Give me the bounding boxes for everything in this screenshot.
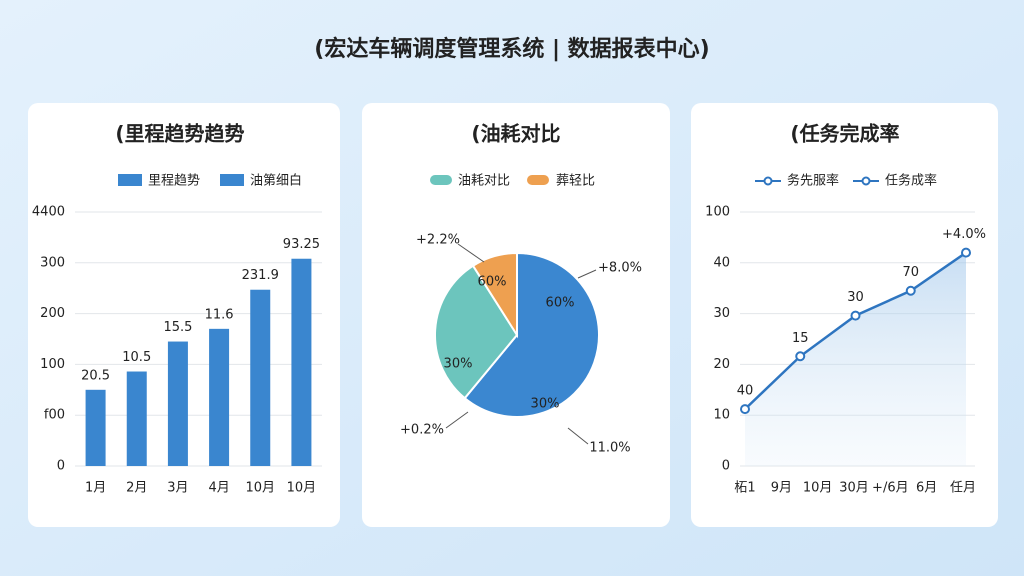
legend-swatch: [527, 175, 549, 185]
leader-line: [445, 411, 469, 429]
legend-swatch: [220, 174, 244, 186]
slice-callout: +8.0%: [598, 261, 642, 276]
bar: [126, 371, 147, 466]
bar-annotation: 231.9: [242, 268, 279, 283]
point-annotation: 15: [792, 331, 809, 346]
bar: [250, 289, 271, 466]
pie-slice: [463, 251, 600, 418]
chart-title: (任务完成率: [790, 122, 899, 146]
slice-callout: 11.0%: [589, 441, 630, 456]
x-tick-label: 1月: [85, 481, 106, 496]
x-tick-label: 10月: [287, 481, 317, 496]
point-annotation: +4.0%: [942, 227, 986, 242]
legend-label: 油第细白: [250, 173, 302, 189]
point: [795, 351, 806, 362]
point: [740, 404, 750, 415]
y-tick-label: 30: [713, 306, 730, 321]
point: [850, 310, 861, 321]
x-tick-label: 6月: [916, 481, 937, 496]
y-tick-label: f00: [44, 408, 65, 423]
bar-annotation: 11.6: [205, 307, 234, 322]
point: [905, 285, 916, 296]
bar: [167, 341, 188, 466]
bar: [209, 328, 230, 466]
bar: [291, 258, 312, 466]
legend-label: 里程趋势: [148, 173, 200, 189]
x-tick-label: 任月: [950, 481, 976, 496]
page-title: (宏达车辆调度管理系统 | 数据报表中心): [314, 36, 709, 62]
legend-swatch: [430, 175, 452, 185]
slice-callout: +2.2%: [416, 233, 460, 248]
y-tick-label: 300: [40, 255, 65, 270]
chart-title: (油耗对比: [471, 122, 560, 146]
y-tick-label: 200: [40, 306, 65, 321]
y-tick-label: 10: [713, 408, 730, 423]
leader-line: [457, 243, 485, 263]
y-tick-label: 0: [722, 459, 730, 474]
point-annotation: 30: [847, 290, 864, 305]
legend-swatch: [118, 174, 142, 186]
bar-annotation: 20.5: [81, 368, 110, 383]
x-tick-label: 9月: [771, 481, 792, 496]
area: [745, 252, 966, 466]
leader-line: [577, 269, 597, 279]
bar-annotation: 93.25: [283, 237, 320, 252]
y-tick-label: 20: [713, 357, 730, 372]
x-tick-label: 10月: [803, 481, 833, 496]
x-tick-label: 10月: [245, 481, 275, 496]
point-annotation: 70: [902, 265, 919, 280]
slice-label: 30%: [531, 397, 560, 412]
x-tick-label: 2月: [126, 481, 147, 496]
legend-marker: [861, 176, 871, 186]
x-tick-label: +/6月: [872, 481, 909, 496]
legend-label: 油耗对比: [458, 174, 510, 189]
slice-label: 60%: [478, 275, 507, 290]
legend-label: 葬轻比: [556, 174, 595, 189]
slice-callout: +0.2%: [400, 423, 444, 438]
y-tick-label: 4400: [32, 205, 65, 220]
pie-slice: [471, 251, 518, 339]
x-tick-label: 3月: [167, 481, 188, 496]
point-annotation: 40: [737, 384, 754, 399]
slice-label: 60%: [546, 296, 575, 311]
leader-line: [567, 427, 589, 445]
y-tick-label: 100: [705, 205, 730, 220]
pie-slice: [434, 264, 519, 400]
bar-annotation: 15.5: [163, 320, 192, 335]
y-tick-label: 100: [40, 357, 65, 372]
legend-marker: [763, 176, 773, 186]
x-tick-label: 柘1: [734, 481, 755, 496]
point: [961, 247, 971, 258]
bar: [85, 389, 106, 466]
legend-label: 务先服率: [787, 173, 839, 189]
x-tick-label: 4月: [208, 481, 229, 496]
x-tick-label: 30月: [839, 481, 869, 496]
y-tick-label: 40: [713, 255, 730, 270]
bar-annotation: 10.5: [122, 350, 151, 365]
chart-title: (里程趋势趋势: [115, 122, 244, 146]
legend-label: 任务成率: [885, 173, 937, 189]
slice-label: 30%: [444, 357, 473, 372]
y-tick-label: 0: [57, 459, 65, 474]
